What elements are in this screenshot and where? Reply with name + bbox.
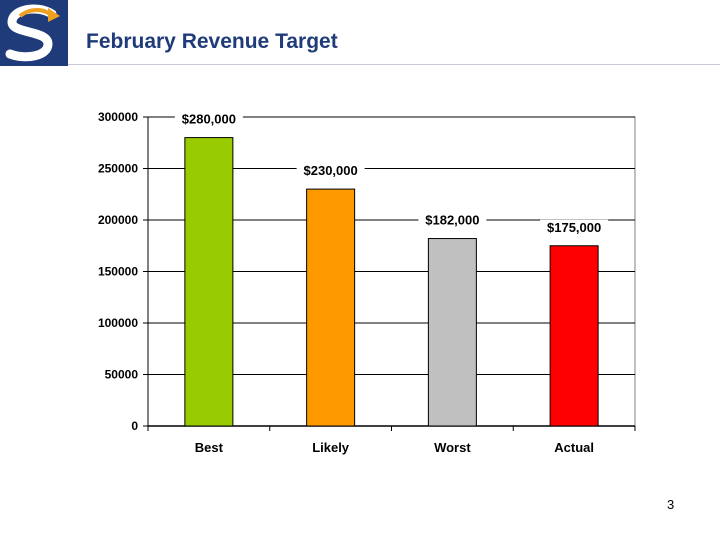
page-title: February Revenue Target [86,30,338,53]
x-category-label: Actual [554,440,594,455]
y-tick-label: 200000 [98,213,138,227]
company-logo [0,0,68,66]
y-tick-label: 250000 [98,162,138,176]
y-tick-label: 300000 [98,110,138,124]
bar [549,245,599,427]
data-label: $230,000 [304,163,358,178]
bar [427,238,477,427]
data-label: $280,000 [182,112,236,127]
x-category-label: Worst [434,440,471,455]
y-tick-label: 50000 [105,368,139,382]
y-tick-label: 0 [131,419,138,433]
data-label-background [418,212,487,230]
x-category-label: Best [195,440,224,455]
data-label: $175,000 [547,220,601,235]
logo-s-shape [5,4,57,62]
data-label-background [174,111,243,129]
y-tick-label: 150000 [98,265,138,279]
data-label: $182,000 [425,213,479,228]
data-label-background [296,163,365,181]
x-category-label: Likely [312,440,350,455]
y-tick-label: 100000 [98,316,138,330]
title-divider [68,64,720,65]
bar [306,188,356,427]
bar [184,137,234,427]
logo-arrow-head [48,8,60,22]
page-number: 3 [667,497,675,512]
data-label-background [540,219,609,237]
